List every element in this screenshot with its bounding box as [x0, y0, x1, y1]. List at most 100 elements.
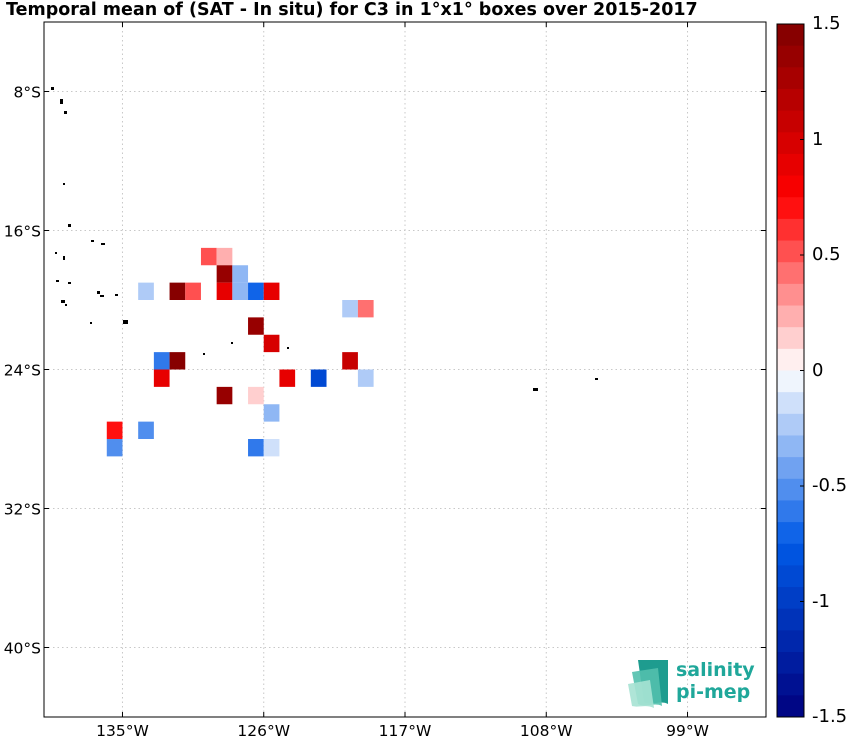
x-tick-label: 117°W: [379, 722, 432, 740]
data-cell: [153, 369, 170, 387]
colorbar-segment: [777, 153, 804, 177]
x-tick-label: 108°W: [520, 722, 573, 740]
colorbar-segment: [777, 370, 804, 393]
y-tick-label: 40°S: [4, 640, 41, 658]
data-cell: [263, 439, 280, 457]
island: [91, 240, 94, 242]
island: [51, 87, 54, 90]
data-cell: [169, 352, 186, 370]
colorbar-segment: [777, 413, 804, 436]
island: [100, 295, 104, 297]
data-cell: [263, 404, 280, 422]
y-tick-label: 8°S: [14, 84, 41, 102]
logo-line1: salinity: [676, 659, 755, 681]
colorbar-segment: [777, 327, 804, 350]
salinity-wave-icon: [628, 660, 668, 708]
island: [203, 353, 205, 355]
colorbar-segment: [777, 262, 804, 285]
data-cell: [248, 439, 264, 457]
logo-line2: pi-mep: [676, 681, 751, 703]
data-cell: [263, 282, 280, 300]
colorbar-segment: [777, 630, 804, 653]
island: [65, 304, 67, 306]
colorbar-tick-label: 1: [812, 128, 824, 150]
colorbar-segment: [777, 218, 804, 242]
colorbar-segment: [777, 110, 804, 133]
y-tick-label: 16°S: [4, 223, 41, 241]
data-cell: [248, 282, 264, 300]
data-cell: [200, 247, 217, 266]
colorbar-segment: [777, 695, 804, 718]
chart-title: Temporal mean of (SAT - In situ) for C3 …: [6, 0, 698, 20]
island: [533, 388, 538, 391]
island: [68, 224, 71, 227]
island: [90, 322, 92, 324]
colorbar-tick-label: -1.5: [812, 706, 847, 727]
data-cell: [248, 386, 264, 405]
x-axis-ticks: 135°W 126°W 117°W 108°W 99°W: [96, 22, 709, 740]
data-cell: [185, 282, 201, 300]
data-cell: [106, 439, 123, 457]
map-gridlines: [44, 22, 766, 717]
colorbar-segment: [777, 67, 804, 90]
colorbar-segment: [777, 88, 804, 112]
data-cell: [138, 282, 154, 300]
colorbar-segment: [777, 587, 804, 610]
data-cell: [169, 282, 186, 300]
data-cells: [106, 247, 374, 457]
island: [63, 256, 65, 260]
colorbar-segment: [777, 283, 804, 307]
data-cell: [232, 282, 249, 300]
data-cell: [106, 421, 123, 439]
colorbar-segment: [777, 478, 804, 501]
data-cell: [342, 300, 358, 318]
colorbar-tick-label: 0.5: [812, 244, 841, 265]
colorbar-segment: [777, 565, 804, 588]
colorbar-segment: [777, 500, 804, 523]
island: [595, 378, 598, 380]
island: [64, 111, 67, 114]
colorbar-segment: [777, 132, 804, 155]
colorbar-segment: [777, 435, 804, 458]
colorbar-segment: [777, 175, 804, 198]
colorbar-segment: [777, 45, 804, 68]
data-cell: [279, 369, 296, 387]
island: [56, 280, 59, 282]
data-cell: [216, 265, 233, 283]
data-cell: [357, 369, 374, 387]
colorbar-segment: [777, 608, 804, 631]
data-cell: [216, 386, 233, 405]
colorbar-segment: [777, 240, 804, 263]
data-cell: [153, 352, 170, 370]
colorbar-segment: [777, 348, 804, 371]
y-tick-label: 32°S: [4, 501, 41, 519]
pi-mep-logo: salinity pi-mep: [628, 658, 758, 708]
colorbar-segment: [777, 197, 804, 220]
island: [123, 320, 128, 324]
data-cell: [342, 352, 358, 370]
y-axis-ticks: 8°S 16°S 24°S 32°S 40°S: [4, 84, 766, 658]
x-tick-label: 99°W: [666, 722, 709, 740]
colorbar: [776, 23, 805, 718]
island: [60, 99, 63, 104]
island: [101, 243, 105, 245]
data-cell: [216, 282, 233, 300]
colorbar-segment: [777, 543, 804, 566]
island: [63, 183, 65, 185]
x-tick-label: 135°W: [96, 722, 149, 740]
island: [115, 294, 118, 296]
data-cell: [232, 265, 249, 283]
colorbar-segment: [777, 24, 804, 47]
colorbar-segment: [777, 457, 804, 480]
island: [61, 300, 65, 303]
x-tick-label: 126°W: [237, 722, 290, 740]
data-cell: [248, 317, 264, 335]
colorbar-segment: [777, 673, 804, 696]
data-cell: [216, 247, 233, 266]
island: [287, 347, 289, 349]
data-cell: [310, 369, 327, 387]
colorbar-segment: [777, 305, 804, 328]
data-cell: [263, 334, 280, 353]
colorbar-segment: [777, 522, 804, 545]
